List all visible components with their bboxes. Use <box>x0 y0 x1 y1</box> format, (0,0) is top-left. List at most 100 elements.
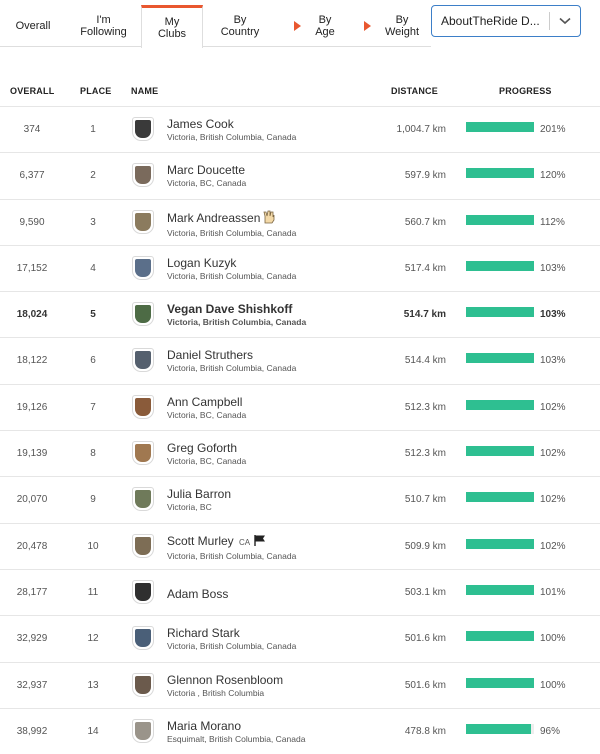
progress-bar <box>466 399 534 410</box>
athlete-name[interactable]: Adam Boss <box>167 586 229 601</box>
tab-label: By Weight <box>384 14 420 38</box>
avatar-image <box>135 166 151 185</box>
avatar[interactable] <box>132 117 154 141</box>
athlete-info: Glennon Rosenbloom Victoria , British Col… <box>167 673 283 699</box>
table-row: 9,590 3 Mark Andreassen Victoria, British C… <box>0 198 600 245</box>
avatar[interactable] <box>132 163 154 188</box>
tab-label: I'm Following <box>80 14 127 38</box>
avatar[interactable] <box>132 394 154 419</box>
athlete-name[interactable]: Glennon Rosenbloom <box>167 672 284 687</box>
place: 10 <box>87 540 99 552</box>
avatar[interactable] <box>132 302 154 327</box>
athlete-name[interactable]: Richard Stark <box>167 626 240 641</box>
athlete-name[interactable]: Scott Murley <box>167 533 234 548</box>
table-row: 20,478 10 Scott Murley CA Victoria, British… <box>0 522 600 569</box>
athlete-name-line: Mark Andreassen <box>167 210 296 227</box>
athlete-name[interactable]: Marc Doucette <box>167 163 246 178</box>
chevron-down-icon[interactable] <box>550 17 580 25</box>
overall-rank: 19,126 <box>16 401 48 413</box>
avatar[interactable] <box>132 348 154 373</box>
club-select[interactable]: AboutTheRide D... <box>431 5 581 37</box>
progress-bar <box>466 214 534 225</box>
athlete-name[interactable]: Mark Andreassen <box>167 210 261 225</box>
progress-bar <box>466 168 534 179</box>
overall-rank: 20,070 <box>16 494 48 506</box>
athlete-name[interactable]: Ann Campbell <box>167 394 243 409</box>
distance: 1,004.7 km <box>396 124 446 135</box>
avatar[interactable] <box>132 718 154 743</box>
avatar[interactable] <box>132 533 154 558</box>
tab-by-country[interactable]: By Country <box>203 6 277 47</box>
avatar[interactable] <box>132 487 154 512</box>
tab-by-age[interactable]: By Age <box>277 6 352 47</box>
overall-rank: 19,139 <box>16 448 48 460</box>
athlete-name[interactable]: Greg Goforth <box>167 441 238 456</box>
progress-percent: 103% <box>540 309 566 321</box>
athlete-name[interactable]: Maria Morano <box>167 718 242 733</box>
tab-by-weight[interactable]: By Weight <box>352 6 431 47</box>
progress-fill <box>466 307 534 318</box>
athlete-name[interactable]: James Cook <box>167 117 234 131</box>
progress-bar <box>466 677 534 688</box>
progress-percent: 201% <box>540 124 566 135</box>
athlete-name[interactable]: Vegan Dave Shishkoff <box>167 302 293 317</box>
athlete-info: Logan Kuzyk Victoria, British Columbia, C… <box>167 256 296 282</box>
distance: 512.3 km <box>404 401 446 413</box>
athlete-name[interactable]: Julia Barron <box>167 487 232 502</box>
athlete-name-line: Adam Boss <box>167 587 228 601</box>
athlete-location: Victoria, BC <box>167 502 212 513</box>
athlete-name[interactable]: Logan Kuzyk <box>167 255 237 270</box>
athlete-name-line: Vegan Dave Shishkoff <box>167 302 306 316</box>
country-badge: CA <box>239 537 251 547</box>
progress-percent: 112% <box>540 216 565 228</box>
progress-percent: 103% <box>540 355 566 367</box>
tab-my-clubs[interactable]: My Clubs <box>141 5 203 48</box>
progress-bar <box>466 307 534 318</box>
athlete-info: Julia Barron Victoria, BC <box>167 487 231 513</box>
column-header-progress[interactable]: PROGRESS <box>499 86 552 96</box>
progress-bar <box>466 446 534 457</box>
athlete-location: Victoria, BC, Canada <box>167 178 247 189</box>
place: 1 <box>90 124 96 135</box>
tab-label: By Country <box>220 14 260 38</box>
progress-bar <box>466 260 534 271</box>
avatar[interactable] <box>132 626 154 651</box>
place: 11 <box>87 586 99 598</box>
distance: 501.6 km <box>404 633 446 645</box>
athlete-info: Richard Stark Victoria, British Columbia,… <box>167 626 296 652</box>
athlete-name-line: Ann Campbell <box>167 395 246 409</box>
distance: 478.8 km <box>404 725 446 737</box>
distance: 517.4 km <box>404 262 446 274</box>
athlete-location: Victoria, British Columbia, Canada <box>167 550 297 561</box>
progress-bar <box>466 631 534 642</box>
distance: 503.1 km <box>404 586 446 598</box>
progress-fill <box>466 677 534 688</box>
athlete-name-line: Logan Kuzyk <box>167 256 296 270</box>
athlete-name[interactable]: Daniel Struthers <box>167 348 254 363</box>
avatar[interactable] <box>132 579 154 604</box>
avatar[interactable] <box>132 441 154 466</box>
athlete-location: Esquimalt, British Columbia, Canada <box>167 733 306 744</box>
place: 3 <box>90 216 96 228</box>
athlete-info: Maria Morano Esquimalt, British Columbia,… <box>167 719 305 745</box>
overall-rank: 9,590 <box>19 216 45 228</box>
avatar-image <box>135 120 151 138</box>
distance: 512.3 km <box>404 448 446 460</box>
overall-rank: 17,152 <box>16 262 48 274</box>
column-header-overall[interactable]: OVERALL <box>10 86 55 96</box>
athlete-name-line: Maria Morano <box>167 719 305 733</box>
tab-overall[interactable]: Overall <box>0 6 66 47</box>
tab-following[interactable]: I'm Following <box>66 6 141 47</box>
avatar[interactable] <box>132 209 154 234</box>
column-header-name[interactable]: NAME <box>131 86 159 96</box>
avatar[interactable] <box>132 255 154 280</box>
avatar-image <box>135 212 151 231</box>
avatar[interactable] <box>132 672 154 697</box>
progress-percent: 96% <box>540 725 561 737</box>
athlete-info: Greg Goforth Victoria, BC, Canada <box>167 441 246 467</box>
column-header-place[interactable]: PLACE <box>80 86 112 96</box>
distance: 509.9 km <box>404 540 446 552</box>
overall-rank: 6,377 <box>19 170 45 182</box>
avatar-image <box>135 397 151 416</box>
column-header-distance[interactable]: DISTANCE <box>391 86 438 96</box>
